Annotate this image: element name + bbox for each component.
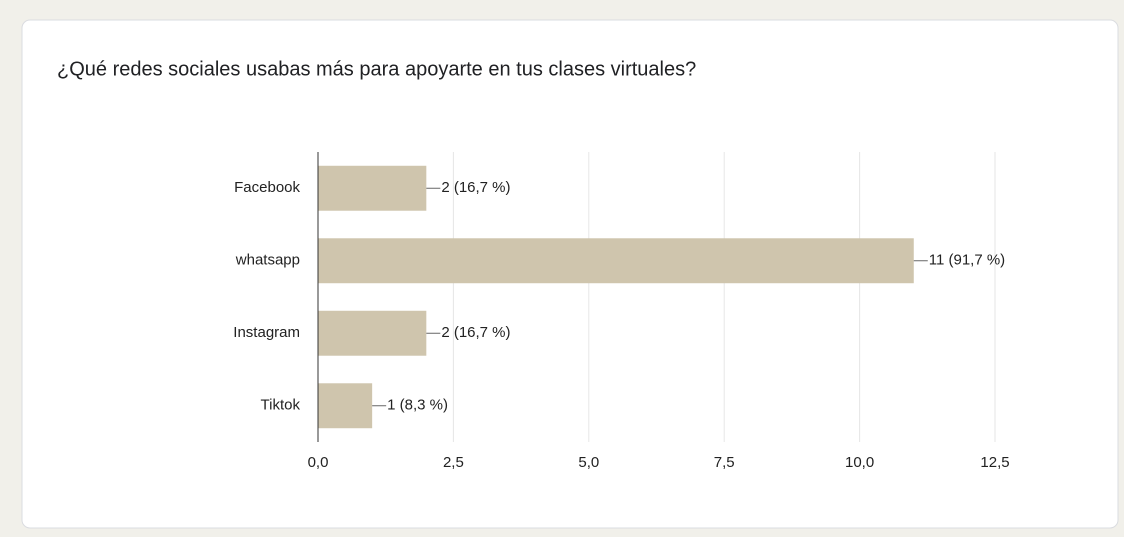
value-label: 2 (16,7 %) [441,324,510,341]
bar [318,310,427,356]
y-tick-label: Tiktok [261,397,301,414]
x-tick-label: 12,5 [980,454,1009,471]
bar [318,383,373,429]
bar [318,165,427,211]
x-tick-label: 0,0 [308,454,329,471]
y-tick-label: Facebook [234,179,300,196]
chart-title: ¿Qué redes sociales usabas más para apoy… [57,58,696,80]
y-tick-label: Instagram [233,324,300,341]
value-label: 2 (16,7 %) [441,179,510,196]
x-tick-label: 7,5 [714,454,735,471]
x-tick-label: 5,0 [578,454,599,471]
y-tick-label: whatsapp [235,252,300,269]
value-label: 11 (91,7 %) [929,252,1005,269]
x-tick-label: 10,0 [845,454,874,471]
bar [318,238,914,284]
x-tick-label: 2,5 [443,454,464,471]
value-label: 1 (8,3 %) [387,397,448,414]
